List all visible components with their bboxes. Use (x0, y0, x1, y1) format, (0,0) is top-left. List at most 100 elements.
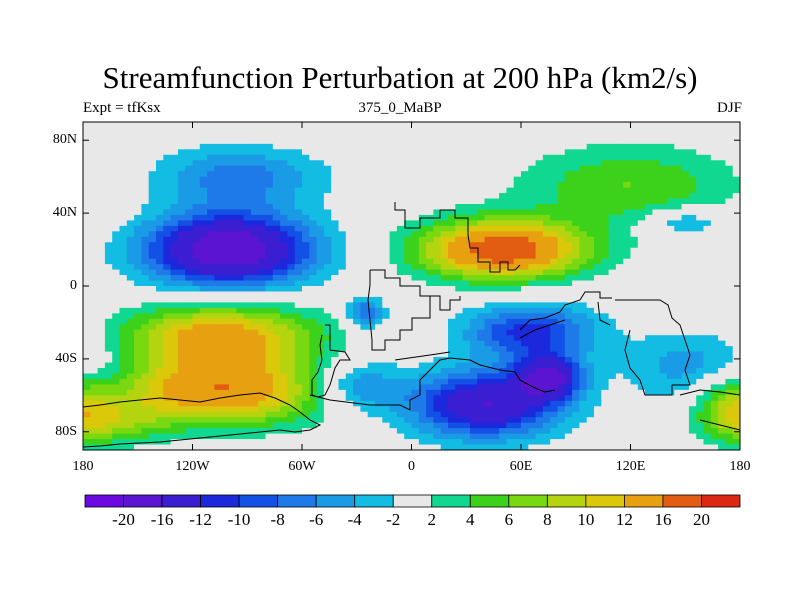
field-cell (513, 411, 522, 418)
field-cell (265, 204, 274, 211)
field-cell (594, 286, 602, 293)
field-cell (542, 335, 551, 342)
field-cell (404, 346, 413, 353)
field-cell (345, 346, 354, 353)
field-cell (199, 143, 208, 150)
field-cell (360, 307, 369, 314)
field-cell (528, 269, 537, 276)
field-cell (265, 258, 274, 265)
field-cell (667, 329, 675, 336)
field-cell (411, 291, 420, 298)
field-cell (221, 324, 230, 331)
field-cell (645, 340, 653, 347)
field-cell (112, 395, 121, 402)
field-cell (542, 209, 551, 216)
field-cell (214, 187, 223, 194)
field-cell (550, 357, 559, 364)
field-cell (674, 264, 683, 271)
field-cell (83, 378, 91, 385)
field-cell (564, 357, 573, 364)
field-cell (718, 171, 726, 178)
field-cell (280, 264, 288, 271)
field-cell (185, 236, 194, 243)
field-cell (718, 351, 726, 358)
field-cell (345, 373, 354, 380)
field-cell (250, 258, 259, 265)
field-cell (338, 193, 347, 200)
field-cell (323, 258, 332, 265)
field-cell (433, 335, 442, 342)
field-cell (316, 258, 325, 265)
field-cell (455, 154, 464, 161)
field-cell (637, 253, 646, 260)
field-cell (112, 165, 121, 172)
field-cell (199, 253, 208, 260)
field-cell (104, 149, 113, 156)
field-cell (177, 291, 186, 298)
field-cell (521, 220, 529, 227)
field-cell (243, 422, 252, 429)
field-cell (448, 406, 456, 413)
field-cell (499, 193, 507, 200)
field-cell (389, 280, 398, 287)
field-cell (652, 154, 661, 161)
field-cell (272, 138, 281, 145)
field-cell (375, 264, 383, 271)
field-cell (396, 160, 405, 167)
field-cell (725, 253, 734, 260)
field-cell (243, 160, 252, 167)
field-cell (418, 264, 427, 271)
field-cell (630, 236, 639, 243)
field-cell (141, 171, 150, 178)
field-cell (732, 122, 740, 129)
field-cell (90, 296, 99, 303)
field-cell (645, 242, 653, 249)
field-cell (557, 182, 566, 189)
field-cell (250, 406, 259, 413)
field-cell (90, 193, 99, 200)
field-cell (323, 269, 332, 276)
field-cell (491, 176, 500, 183)
field-cell (221, 422, 230, 429)
field-cell (112, 406, 121, 413)
field-cell (199, 242, 208, 249)
field-cell (615, 395, 624, 402)
field-cell (557, 231, 566, 238)
field-cell (637, 286, 646, 293)
field-cell (185, 204, 194, 211)
field-cell (564, 406, 573, 413)
field-cell (221, 247, 230, 254)
field-cell (477, 204, 486, 211)
field-cell (491, 335, 500, 342)
field-cell (316, 149, 325, 156)
field-cell (630, 165, 639, 172)
field-cell (637, 220, 646, 227)
field-cell (104, 368, 113, 375)
field-cell (97, 357, 106, 364)
field-cell (83, 395, 91, 402)
field-cell (309, 406, 318, 413)
field-cell (375, 417, 383, 424)
field-cell (710, 132, 719, 139)
field-cell (309, 340, 318, 347)
field-cell (221, 127, 230, 134)
field-cell (280, 324, 288, 331)
field-cell (594, 368, 602, 375)
field-cell (170, 313, 179, 320)
field-cell (667, 182, 675, 189)
field-cell (448, 176, 456, 183)
field-cell (725, 384, 734, 391)
field-cell (477, 378, 486, 385)
field-cell (550, 182, 559, 189)
field-cell (594, 329, 602, 336)
field-cell (126, 127, 135, 134)
field-cell (207, 351, 215, 358)
field-cell (309, 214, 318, 221)
field-cell (214, 269, 223, 276)
field-cell (404, 149, 413, 156)
field-cell (528, 143, 537, 150)
field-cell (411, 193, 420, 200)
field-cell (243, 182, 252, 189)
field-cell (229, 302, 237, 309)
field-cell (389, 395, 398, 402)
